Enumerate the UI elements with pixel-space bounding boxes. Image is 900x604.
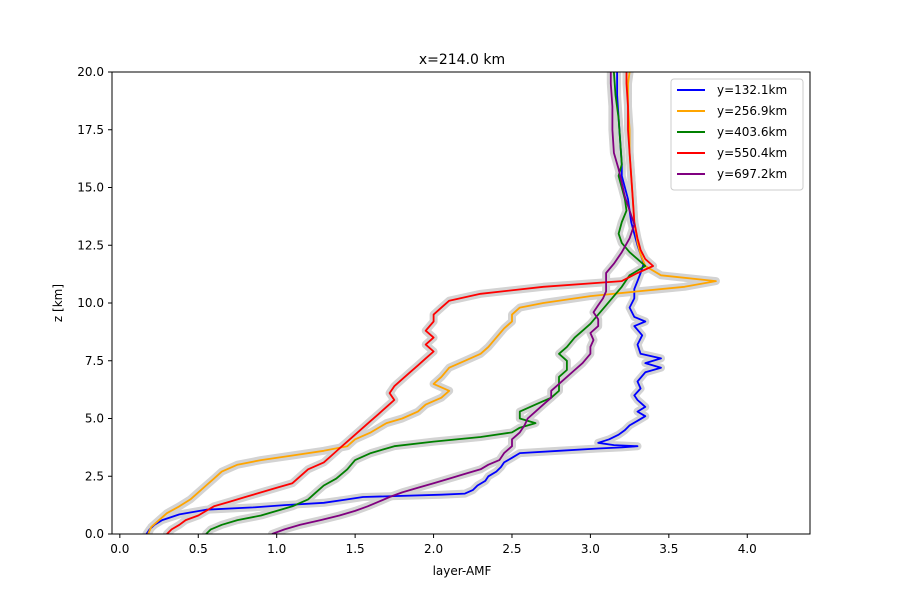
y-axis-label: z [km] bbox=[51, 284, 65, 322]
series-lines bbox=[145, 72, 717, 534]
chart-title: x=214.0 km bbox=[419, 52, 505, 68]
x-axis-label: layer-AMF bbox=[433, 564, 492, 578]
y-axis-ticks: 0.0 2.5 5.0 7.5 10.0 12.5 15.0 17.5 20.0 bbox=[77, 65, 112, 541]
x-tick-label: 1.0 bbox=[267, 542, 286, 556]
x-tick-label: 2.5 bbox=[502, 542, 521, 556]
x-axis-ticks: 0.0 0.5 1.0 1.5 2.0 2.5 3.0 3.5 4.0 bbox=[110, 534, 757, 556]
x-tick-label: 1.5 bbox=[346, 542, 365, 556]
uncertainty-band-3 bbox=[202, 72, 650, 534]
x-tick-label: 4.0 bbox=[738, 542, 757, 556]
y-tick-label: 5.0 bbox=[85, 412, 104, 426]
y-tick-label: 0.0 bbox=[85, 527, 104, 541]
x-tick-label: 3.0 bbox=[581, 542, 600, 556]
x-tick-label: 0.5 bbox=[189, 542, 208, 556]
legend-label: y=550.4km bbox=[717, 146, 787, 160]
y-tick-label: 12.5 bbox=[77, 238, 104, 252]
y-tick-label: 20.0 bbox=[77, 65, 104, 79]
legend: y=132.1km y=256.9km y=403.6km y=550.4km y=69… bbox=[670, 78, 804, 191]
y-tick-label: 2.5 bbox=[85, 469, 104, 483]
legend-label: y=697.2km bbox=[717, 167, 787, 181]
series-line-5 bbox=[271, 72, 636, 534]
y-tick-label: 10.0 bbox=[77, 296, 104, 310]
y-tick-label: 15.0 bbox=[77, 181, 104, 195]
series-line-4 bbox=[166, 72, 654, 534]
x-tick-label: 2.0 bbox=[424, 542, 443, 556]
legend-box bbox=[670, 78, 804, 191]
uncertainty-band-1 bbox=[142, 72, 665, 534]
x-tick-label: 0.0 bbox=[110, 542, 129, 556]
series-line-3 bbox=[205, 72, 647, 534]
series-line-1 bbox=[145, 72, 662, 534]
series-line-2 bbox=[147, 72, 717, 534]
legend-label: y=256.9km bbox=[717, 104, 787, 118]
x-tick-label: 3.5 bbox=[659, 542, 678, 556]
y-tick-label: 17.5 bbox=[77, 123, 104, 137]
y-tick-label: 7.5 bbox=[85, 354, 104, 368]
legend-label: y=403.6km bbox=[717, 125, 787, 139]
legend-label: y=132.1km bbox=[717, 83, 787, 97]
